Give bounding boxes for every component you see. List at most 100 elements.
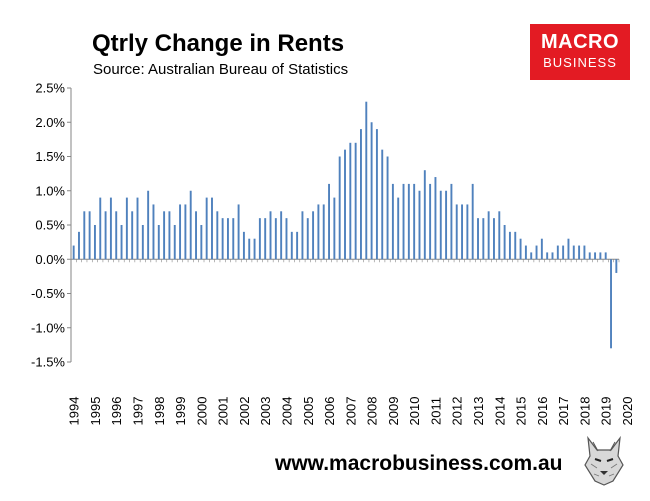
data-bar xyxy=(615,259,618,273)
data-bar xyxy=(354,142,357,260)
x-tick-label: 2005 xyxy=(301,397,316,426)
data-bar xyxy=(429,183,432,260)
data-bar xyxy=(450,183,453,260)
chart-title: Qtrly Change in Rents xyxy=(92,30,345,57)
data-bar xyxy=(375,129,378,260)
x-tick-label: 2006 xyxy=(322,397,337,426)
data-bar xyxy=(514,231,517,260)
data-bar xyxy=(211,197,213,260)
chart-subtitle: Source: Australian Bureau of Statistics xyxy=(93,61,349,78)
data-bar xyxy=(338,156,341,260)
data-bar xyxy=(147,190,150,260)
data-bar xyxy=(546,252,549,260)
macrobusiness-logo[interactable]: MACRO BUSINESS xyxy=(530,24,630,80)
data-bar xyxy=(333,197,336,260)
data-bar xyxy=(205,197,208,260)
data-bar xyxy=(189,190,192,260)
data-bar xyxy=(567,238,570,260)
logo-line-macro: MACRO xyxy=(540,31,620,53)
x-tick-label: 2008 xyxy=(365,397,380,426)
x-tick-label: 2019 xyxy=(599,397,614,426)
data-bar xyxy=(477,218,479,260)
x-tick-label: 1999 xyxy=(173,397,188,426)
data-bar xyxy=(163,211,166,260)
data-bar xyxy=(503,225,506,260)
data-bar xyxy=(519,238,522,260)
data-bar xyxy=(125,197,128,260)
data-bar xyxy=(583,245,586,260)
data-bar xyxy=(551,252,554,260)
y-tick-label: 2.0% xyxy=(35,115,65,130)
data-bar xyxy=(78,231,80,260)
data-bar xyxy=(131,211,134,260)
x-tick-label: 2014 xyxy=(492,397,507,426)
x-tick-label: 2003 xyxy=(258,397,273,426)
data-bar xyxy=(604,252,607,260)
data-bar xyxy=(221,218,224,260)
data-bar xyxy=(253,238,256,260)
wolf-mascot-icon xyxy=(584,435,624,486)
x-tick-label: 2010 xyxy=(407,397,422,426)
data-bar xyxy=(301,211,304,260)
data-bar xyxy=(508,231,511,260)
data-bar xyxy=(285,218,288,260)
data-bar xyxy=(328,183,330,260)
data-bar xyxy=(232,218,235,260)
data-bar xyxy=(524,245,527,260)
data-bar xyxy=(136,197,139,260)
data-bar xyxy=(109,197,112,260)
data-bar xyxy=(360,129,362,260)
data-bar xyxy=(264,218,267,260)
data-bar xyxy=(88,211,91,260)
data-bar xyxy=(418,190,421,260)
data-bar xyxy=(317,204,320,260)
footer-url[interactable]: www.macrobusiness.com.au xyxy=(275,452,563,475)
x-tick-label: 2009 xyxy=(386,397,401,426)
data-bar xyxy=(269,211,272,260)
data-bar xyxy=(535,245,538,260)
data-bar xyxy=(498,211,501,260)
data-bar xyxy=(312,211,315,260)
x-tick-label: 2011 xyxy=(428,397,443,425)
data-bar xyxy=(226,218,229,260)
data-bar xyxy=(482,218,485,260)
data-bar xyxy=(152,204,155,260)
x-tick-label: 2002 xyxy=(237,397,252,426)
x-tick-label: 2000 xyxy=(194,397,209,426)
data-bar xyxy=(184,204,187,260)
x-tick-label: 2007 xyxy=(343,397,358,426)
x-tick-label: 2016 xyxy=(535,397,550,426)
data-bar xyxy=(200,225,203,260)
x-tick-label: 2018 xyxy=(577,397,592,426)
data-bar xyxy=(594,252,597,260)
data-bar xyxy=(93,225,96,260)
data-bar xyxy=(434,177,437,260)
data-bar xyxy=(83,211,86,260)
data-bar xyxy=(487,211,490,260)
data-bar xyxy=(216,211,219,260)
data-bar xyxy=(99,197,102,260)
data-bar xyxy=(386,156,389,260)
data-bar xyxy=(104,211,107,260)
data-bar xyxy=(195,211,197,260)
y-tick-label: -1.5% xyxy=(31,355,65,370)
data-bar xyxy=(439,190,442,260)
data-bar xyxy=(179,204,182,260)
data-bar xyxy=(381,149,384,260)
data-bar xyxy=(556,245,559,260)
data-bar xyxy=(391,183,394,260)
data-bar xyxy=(349,142,352,260)
data-bar xyxy=(280,211,283,260)
data-bar xyxy=(588,252,591,260)
data-bar xyxy=(562,245,565,260)
data-bar xyxy=(141,225,144,260)
data-bar xyxy=(258,218,261,260)
data-bar xyxy=(540,238,543,260)
data-bar xyxy=(407,183,410,260)
data-bar xyxy=(413,183,416,260)
logo-line-business: BUSINESS xyxy=(543,55,617,70)
data-bar xyxy=(173,225,176,260)
data-bar xyxy=(168,211,171,260)
data-bar xyxy=(248,238,251,260)
